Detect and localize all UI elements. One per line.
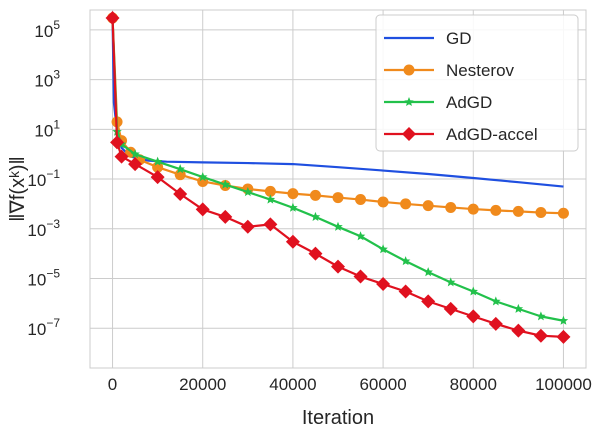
data-point-adgd-accel (114, 149, 129, 164)
data-point-adgd (310, 211, 321, 221)
data-point-adgd (445, 277, 456, 287)
x-tick-label: 60000 (359, 375, 406, 394)
y-tick-label: 10−1 (27, 167, 60, 190)
data-point-adgd (130, 149, 140, 159)
data-point-adgd-accel (398, 284, 413, 299)
y-tick-label: 105 (34, 18, 60, 41)
data-point-adgd (152, 156, 163, 166)
tick-labels: 0 20000 40000 60000 80000 100000 105 103 101 10−1… (27, 18, 591, 394)
data-point-nesterov (264, 185, 276, 197)
data-point-adgd (468, 286, 479, 296)
legend-label: AdGD (446, 93, 492, 112)
data-point-adgd (513, 303, 524, 313)
x-tick-label: 100000 (535, 375, 592, 394)
legend: GD Nesterov AdGD AdGD-accel (375, 14, 579, 152)
legend-marker (402, 127, 416, 141)
legend-item-adgd: AdGD (384, 93, 492, 112)
data-point-adgd (243, 187, 253, 197)
data-point-adgd (220, 179, 231, 189)
y-axis-label: ‖∇f(xᵏ)‖ (7, 156, 29, 222)
data-point-nesterov (332, 192, 344, 204)
data-point-nesterov (309, 189, 321, 201)
data-point-adgd (558, 315, 569, 325)
data-point-nesterov (287, 188, 299, 200)
series-layer (105, 11, 571, 344)
x-tick-label: 0 (108, 375, 117, 394)
legend-label: Nesterov (446, 61, 515, 80)
data-point-adgd-accel (421, 294, 436, 309)
x-tick-label: 20000 (179, 375, 226, 394)
data-point-adgd-accel (308, 246, 323, 261)
data-point-adgd-accel (376, 277, 391, 292)
data-point-adgd-accel (331, 259, 345, 274)
legend-item-nesterov: Nesterov (384, 61, 515, 80)
legend-label: GD (446, 29, 472, 48)
legend-marker (404, 97, 414, 107)
data-point-adgd (175, 164, 185, 174)
y-tick-label: 10−5 (27, 267, 60, 290)
series-adgd-accel (105, 11, 571, 344)
data-point-nesterov (152, 161, 164, 173)
legend-label: AdGD-accel (446, 125, 538, 144)
data-point-adgd (265, 194, 276, 204)
data-point-adgd (491, 296, 501, 306)
data-point-adgd (423, 267, 433, 277)
legend-item-adgd-accel: AdGD-accel (384, 125, 538, 144)
data-point-adgd (333, 221, 343, 231)
data-point-nesterov (557, 207, 569, 219)
data-point-nesterov (490, 204, 502, 216)
y-tick-label: 10−7 (27, 316, 60, 339)
x-axis-label: Iteration (302, 407, 374, 429)
data-point-nesterov (422, 200, 434, 212)
data-point-adgd-accel (218, 209, 233, 224)
y-tick-label: 101 (34, 117, 60, 140)
data-point-adgd (355, 231, 366, 241)
x-tick-label: 40000 (269, 375, 316, 394)
data-point-adgd-accel (556, 329, 571, 344)
data-point-nesterov (377, 196, 389, 208)
data-point-nesterov (400, 198, 412, 210)
legend-marker (403, 64, 415, 76)
data-point-adgd-accel (353, 269, 368, 284)
data-point-nesterov (174, 169, 186, 181)
data-point-adgd-accel (488, 316, 503, 331)
plot-frame (89, 9, 587, 369)
data-point-adgd-accel (150, 170, 165, 185)
data-point-nesterov (355, 194, 367, 206)
data-point-adgd-accel (128, 157, 143, 172)
data-point-adgd-accel (263, 217, 278, 232)
legend-item-gd: GD (384, 29, 472, 48)
data-point-nesterov (445, 201, 457, 213)
data-point-adgd (378, 244, 388, 254)
data-point-adgd-accel (173, 187, 188, 202)
data-point-adgd-accel (110, 135, 125, 150)
data-point-nesterov (535, 207, 547, 219)
data-point-nesterov (467, 203, 479, 215)
data-point-adgd (400, 256, 411, 266)
legend-box (375, 14, 579, 152)
data-point-adgd-accel (466, 309, 481, 324)
x-tick-label: 80000 (450, 375, 497, 394)
series-adgd (107, 13, 569, 325)
data-point-adgd-accel (443, 301, 458, 316)
data-point-adgd (288, 202, 298, 212)
data-point-adgd-accel (195, 202, 210, 217)
data-point-adgd-accel (511, 323, 526, 338)
y-tick-label: 10−3 (27, 217, 60, 240)
data-point-adgd-accel (533, 328, 548, 343)
data-point-adgd (536, 311, 546, 321)
y-tick-label: 103 (34, 68, 60, 91)
data-point-adgd-accel (285, 234, 300, 249)
data-point-adgd (197, 172, 208, 182)
data-point-adgd-accel (240, 219, 255, 234)
data-point-nesterov (512, 205, 524, 217)
data-point-adgd-accel (105, 11, 120, 26)
